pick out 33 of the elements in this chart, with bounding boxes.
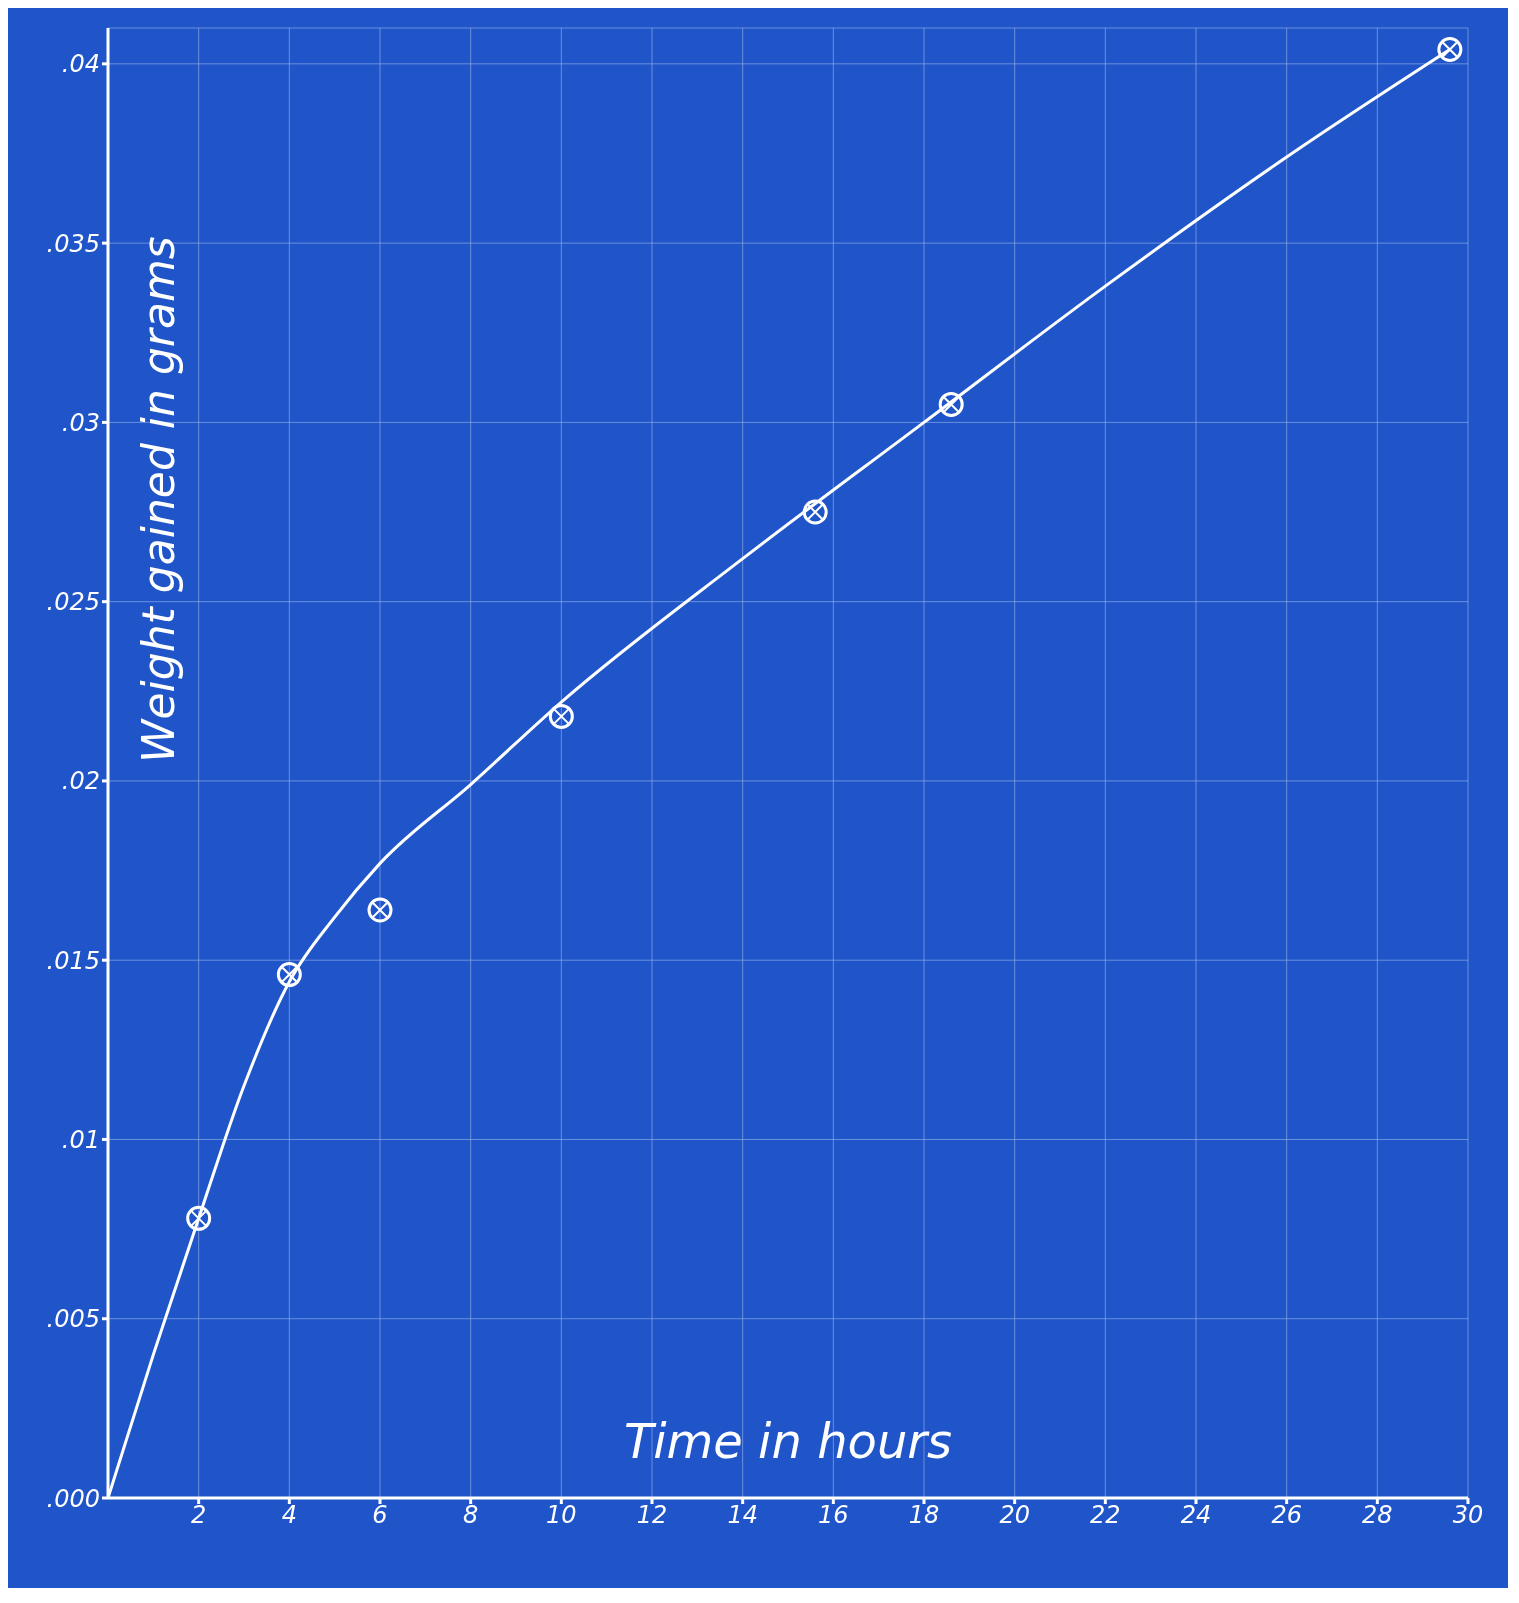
- y-tick-label: .015: [46, 946, 100, 975]
- x-tick-label: 22: [1090, 1501, 1121, 1530]
- y-tick-label: .000: [46, 1484, 100, 1513]
- x-tick-label: 16: [818, 1501, 849, 1530]
- x-tick-label: 20: [999, 1501, 1030, 1530]
- x-tick-label: 12: [636, 1501, 668, 1530]
- point: [1437, 37, 1463, 63]
- x-tick-label: 2: [191, 1501, 207, 1530]
- x-tick-label: 26: [1271, 1501, 1302, 1530]
- y-tick-label: .02: [61, 767, 100, 796]
- x-tick-label: 4: [281, 1501, 297, 1530]
- y-tick-label: .04: [61, 50, 100, 79]
- y-tick-label: .01: [61, 1125, 100, 1154]
- point: [802, 499, 828, 525]
- x-tick-label: 6: [372, 1501, 388, 1530]
- y-tick-label: .035: [46, 229, 100, 258]
- point: [276, 962, 302, 988]
- point: [548, 703, 574, 729]
- x-tick-label: 14: [727, 1501, 758, 1530]
- x-axis-title: Time in hours: [623, 1413, 953, 1469]
- point: [938, 391, 964, 417]
- x-tick-label: 10: [546, 1501, 577, 1530]
- y-tick-label: .025: [46, 588, 100, 617]
- point: [367, 897, 393, 923]
- x-tick-label: 28: [1362, 1501, 1393, 1530]
- y-tick-label: .005: [46, 1305, 100, 1334]
- y-tick-label: .03: [61, 408, 100, 437]
- x-tick-label: 24: [1180, 1501, 1212, 1530]
- x-tick-label: 18: [908, 1501, 940, 1530]
- y-axis-title: Weight gained in grams: [132, 236, 184, 763]
- x-tick-label: 8: [463, 1501, 479, 1530]
- point: [186, 1205, 212, 1231]
- x-tick-label: 30: [1452, 1501, 1484, 1530]
